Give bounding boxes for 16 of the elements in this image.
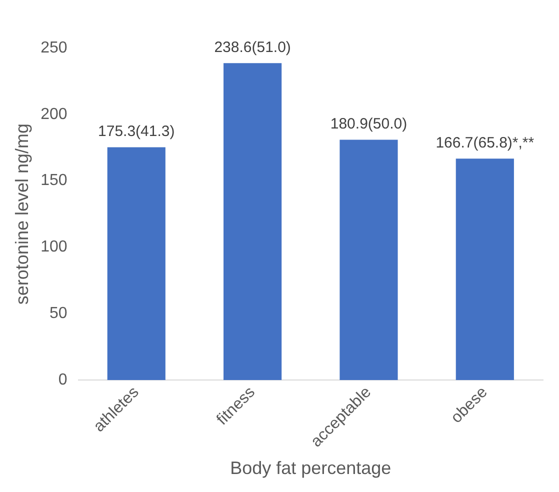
y-tick-label: 250 [40, 39, 68, 56]
x-axis-title: Body fat percentage [230, 458, 392, 478]
y-tick-label: 150 [40, 172, 68, 190]
y-axis-title: serotonine level ng/mg [12, 123, 32, 305]
bar [456, 158, 514, 380]
bar [224, 63, 282, 380]
data-label: 180.9(50.0) [330, 115, 408, 132]
bar [340, 140, 398, 380]
data-label: 166.7(65.8)*,** [436, 134, 534, 152]
y-tick-label: 50 [50, 305, 68, 322]
y-tick-label: 200 [40, 106, 68, 123]
y-tick-label: 100 [40, 238, 68, 256]
bar [107, 147, 166, 380]
data-label: 238.6(51.0) [214, 38, 291, 56]
data-label: 175.3(41.3) [98, 122, 175, 140]
y-tick-label: 0 [58, 372, 68, 389]
